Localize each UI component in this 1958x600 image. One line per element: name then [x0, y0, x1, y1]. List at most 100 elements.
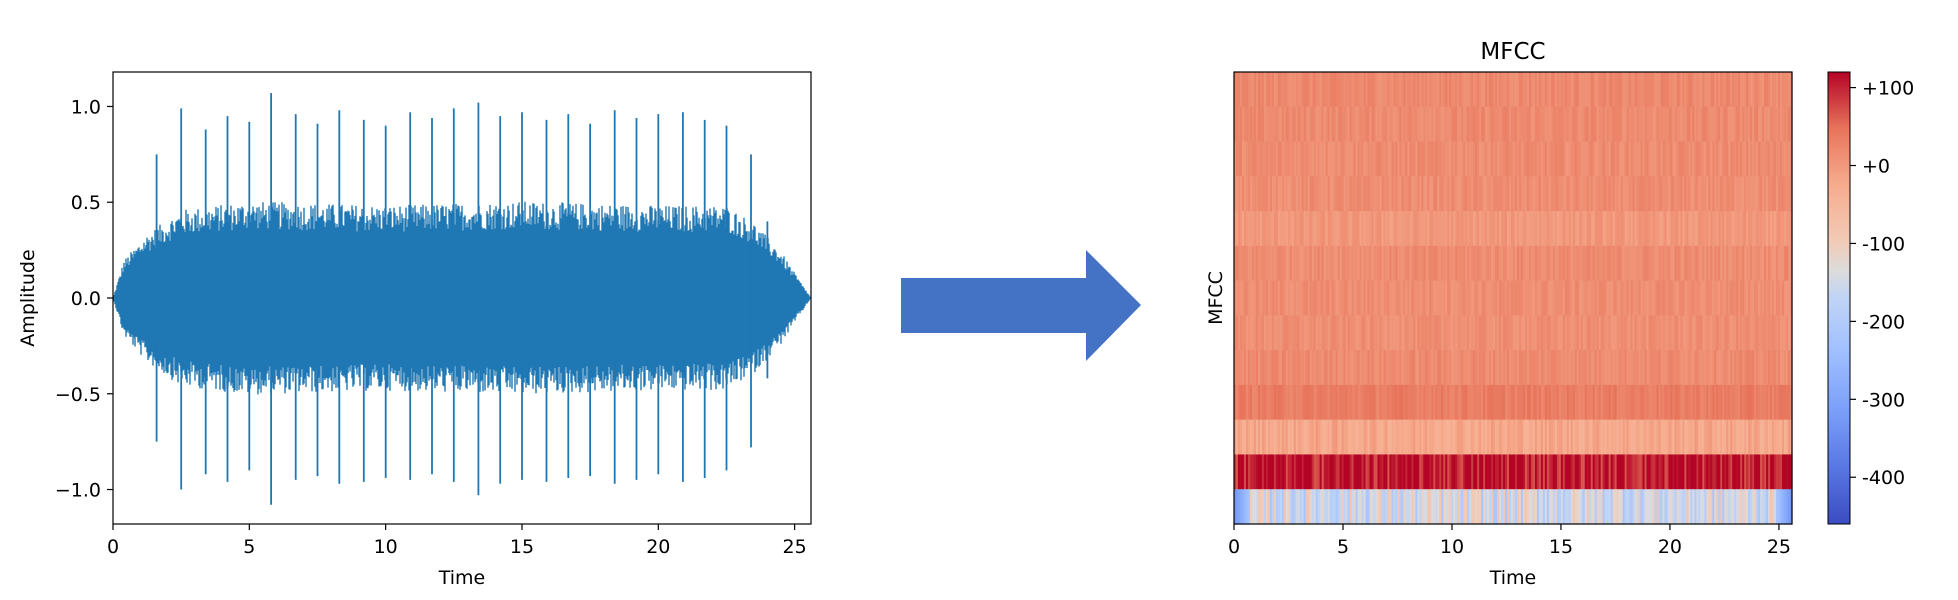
mfcc-cell [1241, 350, 1245, 386]
mfcc-cell [1243, 176, 1247, 212]
mfcc-cell [1650, 419, 1654, 456]
mfcc-cell [1309, 489, 1313, 525]
mfcc-cell [1790, 245, 1793, 282]
mfcc-cell [1718, 350, 1721, 386]
mfcc-cell [1572, 211, 1576, 247]
mfcc-cell [1724, 419, 1727, 456]
mfcc-cell [1321, 454, 1325, 490]
mfcc-cell [1311, 245, 1315, 282]
mfcc-cell [1347, 280, 1351, 316]
mfcc-cell [1367, 176, 1371, 212]
mfcc-cell [1532, 280, 1536, 316]
mfcc-cell [1772, 384, 1775, 421]
mfcc-cell [1532, 106, 1536, 143]
mfcc-cell [1624, 384, 1628, 421]
mfcc-cell [1750, 384, 1753, 421]
mfcc-cell [1536, 245, 1540, 282]
mfcc-cell [1507, 384, 1510, 421]
mfcc-cell [1622, 245, 1626, 282]
mfcc-cell [1582, 384, 1586, 421]
mfcc-cell [1245, 211, 1249, 247]
mfcc-cell [1283, 176, 1287, 212]
mfcc-cell [1277, 315, 1281, 351]
mfcc-cell [1744, 384, 1747, 421]
mfcc-cell [1489, 489, 1492, 525]
mfcc-cell [1407, 141, 1410, 177]
mfcc-cell [1331, 280, 1335, 316]
mfcc-cell [1397, 454, 1400, 490]
mfcc-cell [1632, 454, 1636, 490]
mfcc-cell [1544, 211, 1548, 247]
mfcc-cell [1762, 245, 1765, 282]
mfcc-cell [1538, 211, 1542, 247]
mfcc-cell [1349, 176, 1353, 212]
mfcc-cell [1409, 245, 1412, 282]
mfcc-cell [1431, 419, 1434, 456]
mfcc-cell [1788, 454, 1791, 490]
mfcc-cell [1534, 489, 1538, 525]
mfcc-cell [1463, 176, 1466, 212]
mfcc-cell [1632, 489, 1636, 525]
mfcc-cell [1357, 72, 1361, 108]
mfcc-cell [1766, 350, 1769, 386]
mfcc-cell [1435, 141, 1438, 177]
mfcc-cell [1632, 384, 1636, 421]
mfcc-cell [1780, 176, 1783, 212]
mfcc-cell [1782, 211, 1785, 247]
mfcc-cell [1421, 419, 1424, 456]
mfcc-cell [1255, 245, 1259, 282]
mfcc-cell [1754, 72, 1757, 108]
mfcc-cell [1698, 454, 1701, 490]
mfcc-cell [1688, 384, 1691, 421]
mfcc-cell [1706, 72, 1709, 108]
mfcc-cell [1524, 211, 1528, 247]
mfcc-cell [1612, 419, 1616, 456]
mfcc-cell [1277, 454, 1281, 490]
colorbar [1827, 71, 1851, 525]
mfcc-cell [1505, 419, 1508, 456]
mfcc-cell [1618, 106, 1622, 143]
mfcc-cell [1600, 72, 1604, 108]
mfcc-cell [1445, 141, 1448, 177]
mfcc-cell [1259, 141, 1263, 177]
mfcc-cell [1441, 72, 1444, 108]
mfcc-cell [1530, 489, 1534, 525]
mfcc-cell [1754, 245, 1757, 282]
mfcc-cell [1497, 141, 1500, 177]
mfcc-cell [1716, 419, 1719, 456]
mfcc-cell [1636, 489, 1640, 525]
mfcc-cell [1407, 384, 1410, 421]
mfcc-cell [1321, 141, 1325, 177]
mfcc-cell [1315, 315, 1319, 351]
mfcc-cell [1788, 350, 1791, 386]
mfcc-cell [1516, 176, 1520, 212]
mfcc-cell [1405, 315, 1408, 351]
mfcc-cell [1317, 176, 1321, 212]
mfcc-cell [1688, 454, 1691, 490]
mfcc-cell [1407, 72, 1410, 108]
mfcc-cell [1634, 72, 1638, 108]
mfcc-cell [1499, 315, 1502, 351]
mfcc-cell [1475, 315, 1478, 351]
mfcc-cell [1684, 106, 1687, 143]
mfcc-cell [1245, 141, 1249, 177]
mfcc-cell [1385, 315, 1389, 351]
mfcc-cell [1501, 350, 1504, 386]
mfcc-cell [1425, 350, 1428, 386]
mfcc-cell [1239, 72, 1243, 108]
mfcc-cell [1584, 245, 1588, 282]
mfcc-cell [1355, 384, 1359, 421]
mfcc-cell [1377, 245, 1381, 282]
mfcc-cell [1590, 350, 1594, 386]
mfcc-cell [1477, 280, 1480, 316]
mfcc-cell [1355, 211, 1359, 247]
mfcc-cell [1530, 384, 1534, 421]
mfcc-cell [1606, 489, 1610, 525]
mfcc-cell [1375, 176, 1379, 212]
mfcc-cell [1550, 141, 1554, 177]
mfcc-cell [1441, 176, 1444, 212]
mfcc-cell [1473, 245, 1476, 282]
mfcc-cell [1367, 454, 1371, 490]
mfcc-cell [1540, 211, 1544, 247]
mfcc-cell [1239, 489, 1243, 525]
